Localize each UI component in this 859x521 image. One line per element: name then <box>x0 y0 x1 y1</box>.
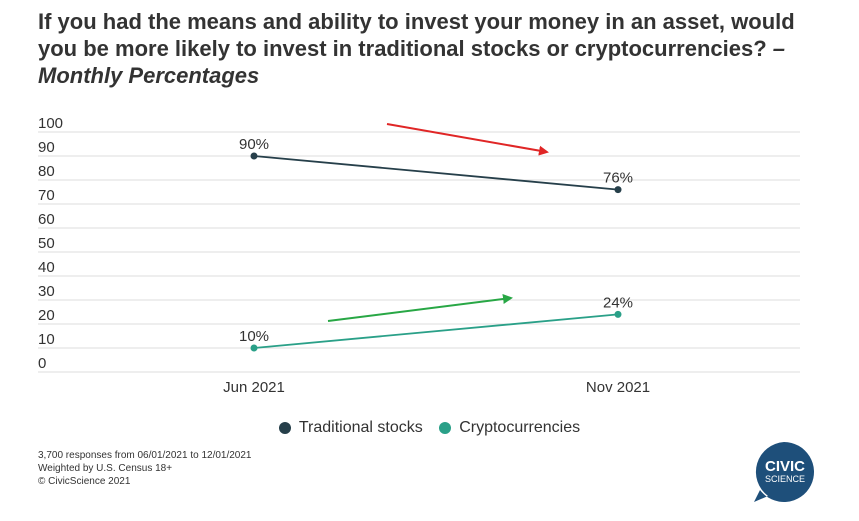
y-tick-label-30: 30 <box>38 283 55 300</box>
y-tick-label-20: 20 <box>38 307 55 324</box>
data-label-traditional-stocks-0: 90% <box>239 136 269 153</box>
y-axis-ticks: 0 10 20 30 40 50 60 70 80 90 100 <box>38 115 63 372</box>
footer-notes: 3,700 responses from 06/01/2021 to 12/01… <box>38 449 252 488</box>
series-line-cryptocurrencies <box>253 313 619 349</box>
y-tick-label-40: 40 <box>38 259 55 276</box>
chart-title-main: If you had the means and ability to inve… <box>38 9 795 61</box>
trend-arrow-up <box>327 294 513 322</box>
y-tick-label-10: 10 <box>38 331 55 348</box>
y-tick-label-60: 60 <box>38 211 55 228</box>
data-label-traditional-stocks-1: 76% <box>603 170 633 187</box>
data-point-cryptocurrencies-0 <box>250 344 258 352</box>
logo-text-science: SCIENCE <box>765 474 805 484</box>
footer-copyright: © CivicScience 2021 <box>38 476 131 487</box>
series-group: 90% 76% 10% 24% <box>239 136 633 352</box>
data-point-traditional-stocks-1 <box>614 186 622 194</box>
gridlines <box>38 131 800 373</box>
legend-marker-traditional-stocks <box>278 422 291 434</box>
y-tick-label-90: 90 <box>38 139 55 156</box>
x-axis-ticks: Jun 2021 Nov 2021 <box>223 379 650 396</box>
chart-title: If you had the means and ability to inve… <box>38 8 838 89</box>
footer-responses: 3,700 responses from 06/01/2021 to 12/01… <box>38 450 252 461</box>
civicscience-logo: CIVIC SCIENCE <box>754 442 814 502</box>
chart-subtitle: – Monthly Percentages <box>38 36 786 88</box>
legend-label-traditional-stocks: Traditional stocks <box>298 419 423 436</box>
legend-marker-cryptocurrencies <box>439 422 452 434</box>
footer-weighting: Weighted by U.S. Census 18+ <box>38 463 173 474</box>
logo-text-civic: CIVIC <box>765 458 805 475</box>
legend-item-cryptocurrencies[interactable]: Cryptocurrencies <box>439 419 580 437</box>
x-tick-label-0: Jun 2021 <box>223 379 285 396</box>
legend-label-cryptocurrencies: Cryptocurrencies <box>459 419 581 436</box>
y-tick-label-70: 70 <box>38 187 55 204</box>
trend-arrow-down <box>386 123 549 156</box>
y-tick-label-80: 80 <box>38 163 55 180</box>
y-tick-label-0: 0 <box>38 355 46 372</box>
legend-item-traditional-stocks[interactable]: Traditional stocks <box>278 419 423 437</box>
annotations <box>327 123 549 322</box>
data-point-cryptocurrencies-1 <box>614 310 622 318</box>
y-tick-label-50: 50 <box>38 235 55 252</box>
x-tick-label-1: Nov 2021 <box>586 379 650 396</box>
y-tick-label-100: 100 <box>38 115 63 132</box>
data-label-cryptocurrencies-1: 24% <box>603 294 633 311</box>
series-line-traditional-stocks <box>253 155 619 191</box>
data-label-cryptocurrencies-0: 10% <box>239 328 269 345</box>
data-point-traditional-stocks-0 <box>250 152 258 160</box>
legend: Traditional stocks Cryptocurrencies <box>0 419 859 439</box>
